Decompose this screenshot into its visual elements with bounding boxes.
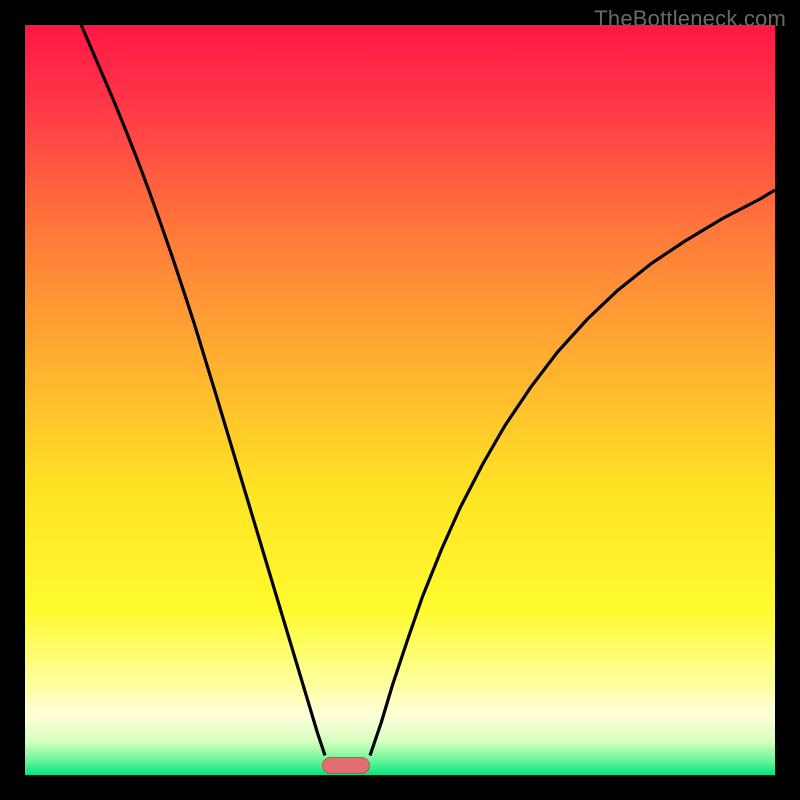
curve-left (81, 25, 325, 756)
bottleneck-marker (322, 757, 371, 774)
plot-area (25, 25, 775, 775)
chart-frame: TheBottleneck.com (0, 0, 800, 800)
curve-layer (25, 25, 775, 775)
curve-right (370, 190, 775, 756)
